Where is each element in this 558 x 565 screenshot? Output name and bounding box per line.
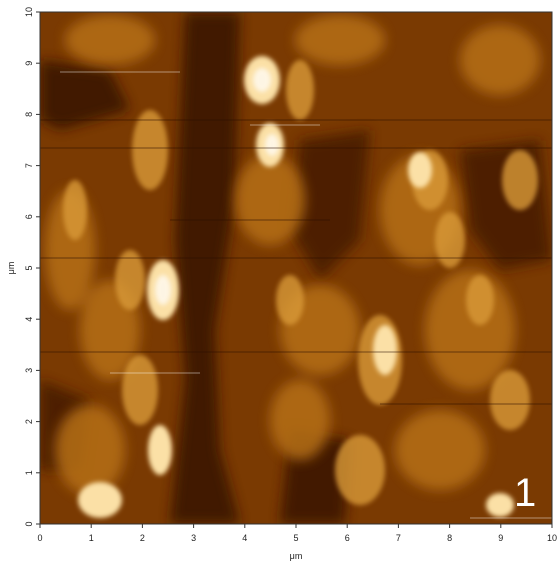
x-tick-label: 3 — [191, 533, 196, 543]
y-tick-label: 2 — [24, 419, 34, 424]
y-tick-label: 6 — [24, 214, 34, 219]
x-axis-title: μm — [290, 551, 303, 561]
panel-label: 1 — [514, 471, 536, 515]
y-tick-label: 3 — [24, 368, 34, 373]
y-tick-label: 8 — [24, 112, 34, 117]
y-tick-label: 1 — [24, 470, 34, 475]
y-tick-label: 4 — [24, 317, 34, 322]
x-tick-label: 1 — [89, 533, 94, 543]
x-tick-label: 4 — [242, 533, 247, 543]
y-tick-label: 7 — [24, 163, 34, 168]
x-axis-ticks: 0 1 2 3 4 5 6 7 8 9 10 — [37, 524, 557, 543]
x-tick-label: 6 — [345, 533, 350, 543]
afm-height-image — [40, 12, 552, 524]
y-axis-ticks: 0 1 2 3 4 5 6 7 8 9 10 — [24, 7, 40, 527]
y-tick-label: 9 — [24, 61, 34, 66]
y-tick-label: 10 — [24, 7, 34, 17]
x-tick-label: 7 — [396, 533, 401, 543]
x-tick-label: 8 — [447, 533, 452, 543]
y-axis-title: μm — [6, 262, 16, 275]
y-tick-label: 5 — [24, 265, 34, 270]
x-tick-label: 9 — [498, 533, 503, 543]
x-tick-label: 10 — [547, 533, 557, 543]
x-tick-label: 5 — [293, 533, 298, 543]
x-tick-label: 2 — [140, 533, 145, 543]
y-tick-label: 0 — [24, 521, 34, 526]
x-tick-label: 0 — [37, 533, 42, 543]
